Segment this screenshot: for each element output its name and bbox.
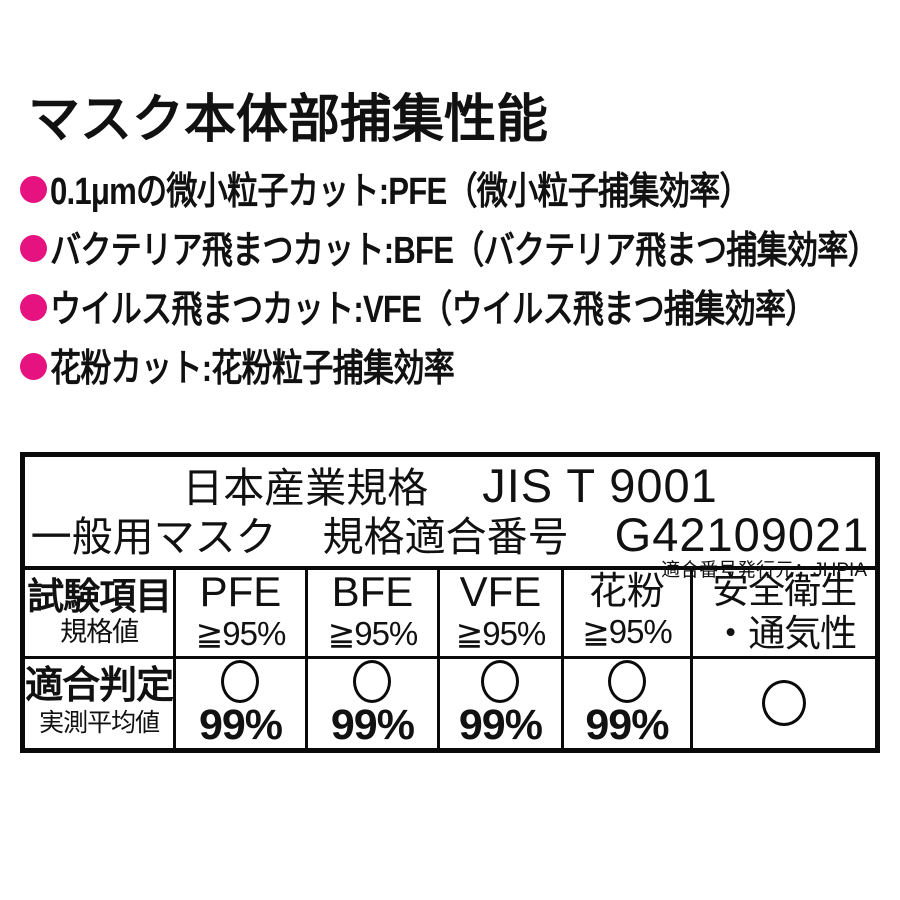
table-standard-header: 日本産業規格 JIS T 9001 一般用マスク 規格適合番号 G4210902… <box>25 457 875 580</box>
standard-name-label: 日本産業規格 <box>182 465 429 511</box>
pollen-spec: ≧95% <box>582 613 673 651</box>
list-item: 花粉カット:花粉粒子捕集効率 <box>20 335 900 394</box>
pass-circle-icon <box>353 659 392 703</box>
conformity-number-label: 規格適合番号 <box>322 513 569 560</box>
pass-circle-icon <box>762 680 807 727</box>
table-cell-safety-header: 安全衛生 ・通気性 <box>690 570 875 656</box>
bfe-spec: ≧95% <box>327 615 419 653</box>
bfe-label: BFE <box>331 570 414 616</box>
test-item-label: 試験項目 <box>27 575 172 617</box>
table-cell-pfe-header: PFE ≧95% <box>173 570 304 656</box>
table-cell-pollen-header: 花粉 ≧95% <box>560 570 690 656</box>
pass-circle-icon <box>221 659 260 703</box>
pfe-result-value: 99% <box>198 700 283 748</box>
bullet-text-pollen: 花粉カット:花粉粒子捕集効率 <box>50 348 455 390</box>
measured-average-label: 実測平均値 <box>39 708 160 737</box>
issuer-note: 適合番号発行元：JHPIA <box>661 559 867 581</box>
page-title: マスク本体部捕集性能 <box>28 91 549 149</box>
pfe-spec: ≧95% <box>195 615 287 653</box>
bfe-result-value: 99% <box>330 700 415 748</box>
table-cell-pollen-result: 99% <box>560 655 691 748</box>
mask-type-label: 一般用マスク <box>30 513 277 560</box>
pollen-result-value: 99% <box>585 700 669 748</box>
jis-certification-table: 日本産業規格 JIS T 9001 一般用マスク 規格適合番号 G4210902… <box>20 452 880 753</box>
bullet-dot-icon <box>20 235 47 262</box>
safety-label-line1: 安全衛生 <box>712 570 857 612</box>
conformity-number-value: G42109021 <box>614 507 870 561</box>
conformity-judgment-label: 適合判定 <box>25 665 174 708</box>
pfe-label: PFE <box>199 570 282 616</box>
table-cell-bfe-header: BFE ≧95% <box>304 570 437 656</box>
standard-name-line: 日本産業規格 JIS T 9001 <box>25 459 875 512</box>
bullet-dot-icon <box>20 294 47 321</box>
spec-value-label: 規格値 <box>60 616 139 647</box>
vfe-label: VFE <box>459 570 542 616</box>
table-cell-bfe-result: 99% <box>304 655 438 748</box>
list-item: 0.1μmの微小粒子カット:PFE（微小粒子捕集効率） <box>20 158 900 217</box>
bullet-text-pfe: 0.1μmの微小粒子カット:PFE（微小粒子捕集効率） <box>50 171 751 213</box>
table-cell-test-item-header: 試験項目 規格値 <box>25 570 173 656</box>
bullet-text-bfe: バクテリア飛まつカット:BFE（バクテリア飛まつ捕集効率） <box>50 230 879 272</box>
list-item: バクテリア飛まつカット:BFE（バクテリア飛まつ捕集効率） <box>20 217 900 276</box>
pass-circle-icon <box>607 659 646 703</box>
table-cell-safety-result <box>690 655 875 748</box>
bullet-text-vfe: ウイルス飛まつカット:VFE（ウイルス飛まつ捕集効率） <box>50 289 816 331</box>
table-cell-result-header: 適合判定 実測平均値 <box>25 655 174 748</box>
vfe-result-value: 99% <box>458 700 543 748</box>
pass-circle-icon <box>481 659 520 703</box>
table-grid: 試験項目 規格値 PFE ≧95% BFE ≧95% VFE ≧95% 花粉 ≧… <box>25 570 875 748</box>
list-item: ウイルス飛まつカット:VFE（ウイルス飛まつ捕集効率） <box>20 276 900 335</box>
table-cell-vfe-result: 99% <box>437 655 561 748</box>
pollen-label: 花粉 <box>588 571 665 614</box>
table-cell-pfe-result: 99% <box>173 655 305 748</box>
safety-label-line2: ・通気性 <box>712 612 857 654</box>
bullet-dot-icon <box>20 353 47 380</box>
performance-bullet-list: 0.1μmの微小粒子カット:PFE（微小粒子捕集効率） バクテリア飛まつカット:… <box>20 158 900 394</box>
table-cell-vfe-header: VFE ≧95% <box>437 570 561 656</box>
vfe-spec: ≧95% <box>455 615 547 653</box>
certification-number-line: 一般用マスク 規格適合番号 G42109021 <box>25 507 875 561</box>
bullet-dot-icon <box>20 176 47 203</box>
standard-number: JIS T 9001 <box>482 459 718 512</box>
